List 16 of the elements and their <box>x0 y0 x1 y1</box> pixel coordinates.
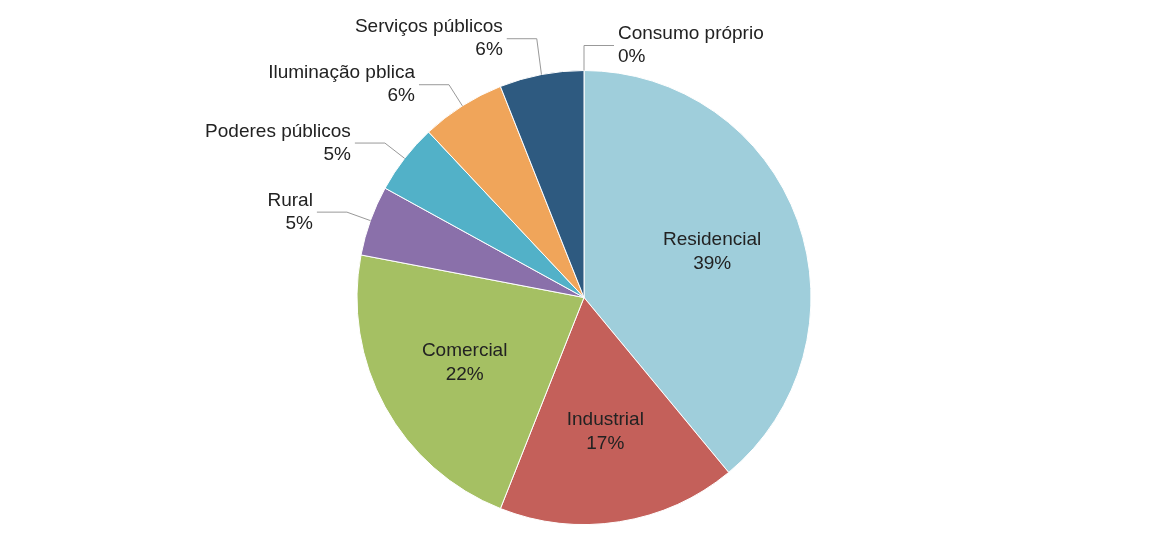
slice-label: Industrial <box>566 408 644 430</box>
category-label: Consumo próprio <box>618 22 764 44</box>
data-label: 6% <box>475 38 503 60</box>
data-label: 22% <box>445 363 484 385</box>
slice-label: Rural <box>267 188 313 210</box>
slice-label: Comercial <box>421 339 508 361</box>
slice-label: Residencial <box>663 227 762 249</box>
data-label: 39% <box>693 251 732 273</box>
slice-label: Poderes públicos <box>205 119 351 141</box>
text: 0% <box>618 45 646 67</box>
data-label: 17% <box>586 432 625 454</box>
data-label: 6% <box>387 84 416 106</box>
data-label: 5% <box>323 142 351 164</box>
data-label: 5% <box>285 211 313 233</box>
slice-label: Iluminação pblica <box>268 61 416 83</box>
slice-label: Serviços públicos <box>354 15 503 37</box>
